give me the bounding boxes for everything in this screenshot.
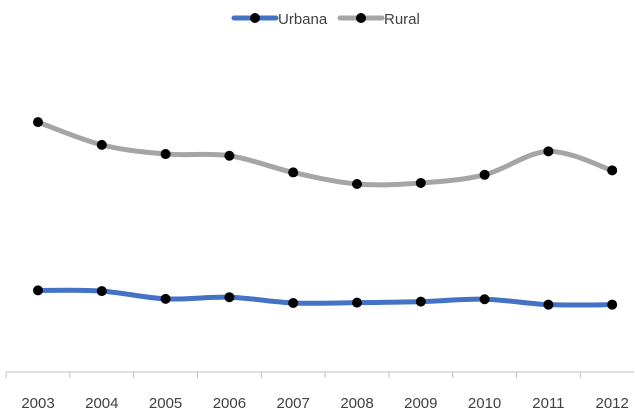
- data-point-rural-2005: [160, 149, 171, 160]
- legend-label-rural: Rural: [384, 11, 420, 28]
- x-tick-label: 2009: [404, 395, 437, 412]
- data-point-urbana-2009: [415, 296, 426, 307]
- series-markers: [33, 117, 618, 310]
- data-point-rural-2009: [415, 177, 426, 188]
- x-tick-label: 2003: [21, 395, 54, 412]
- data-point-urbana-2010: [479, 294, 490, 305]
- data-point-urbana-2005: [160, 293, 171, 304]
- series-line-urbana: [35, 287, 615, 308]
- x-tick-label: 2008: [340, 395, 373, 412]
- legend-item-rural: Rural: [337, 11, 420, 28]
- x-tick-label: 2004: [85, 395, 118, 412]
- data-point-urbana-2003: [33, 285, 43, 296]
- x-tick-label: 2011: [532, 395, 564, 412]
- data-point-rural-2007: [288, 167, 299, 178]
- legend-item-urbana: Urbana: [231, 11, 328, 28]
- series-line-rural: [35, 119, 615, 188]
- data-point-urbana-2004: [96, 286, 107, 297]
- x-tick-label: 2005: [149, 395, 182, 412]
- data-point-urbana-2008: [352, 297, 362, 308]
- data-point-urbana-2011: [543, 299, 554, 310]
- data-point-rural-2010: [479, 169, 490, 180]
- series-lines: [35, 119, 615, 308]
- legend-marker-urbana: [250, 13, 260, 23]
- data-point-rural-2003: [33, 117, 43, 128]
- data-point-rural-2006: [224, 150, 235, 161]
- data-point-rural-2004: [96, 139, 107, 150]
- legend-marker-rural: [356, 13, 366, 23]
- x-tick-label: 2007: [277, 395, 310, 412]
- data-point-rural-2011: [543, 146, 554, 157]
- x-axis-ticks: [5, 372, 581, 378]
- x-tick-label: 2012: [596, 395, 629, 412]
- data-point-urbana-2007: [288, 297, 299, 308]
- x-tick-label: 2006: [213, 395, 246, 412]
- x-axis-tick-labels: 2003 2004 2005 2006 2007 2008 2009 2010 2011 2012: [21, 395, 629, 412]
- data-point-urbana-2006: [224, 292, 235, 303]
- data-point-urbana-2012: [607, 299, 618, 310]
- x-tick-label: 2010: [468, 395, 501, 412]
- legend-label-urbana: Urbana: [278, 11, 328, 28]
- data-point-rural-2008: [352, 178, 362, 189]
- legend: Urbana Rural: [231, 11, 420, 28]
- data-point-rural-2012: [607, 165, 618, 176]
